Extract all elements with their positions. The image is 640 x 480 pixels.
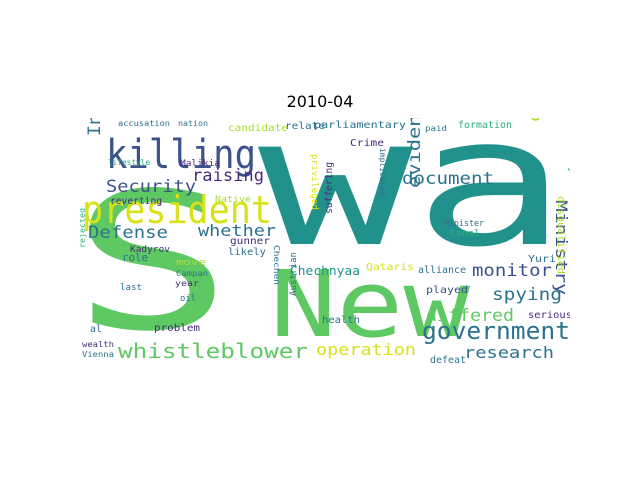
- cloud-word-parliamentary: parliamentary: [314, 120, 406, 131]
- cloud-word-crime: Crime: [350, 138, 384, 149]
- cloud-word-campan: Campan: [176, 269, 208, 278]
- cloud-word-indian: Indian: [85, 118, 105, 136]
- cloud-word-paid: paid: [425, 124, 447, 133]
- chart-title: 2010-04: [286, 92, 354, 111]
- cloud-word-year: year: [175, 279, 199, 288]
- cloud-word-minister: Minister: [444, 219, 485, 229]
- cloud-word-played: played: [426, 285, 468, 296]
- cloud-word-defeat: defeat: [430, 355, 466, 364]
- cloud-word-formation: formation: [458, 120, 512, 131]
- cloud-word-government: government: [422, 317, 570, 345]
- cloud-word-document: document: [402, 169, 494, 189]
- cloud-word-gunner: gunner: [230, 236, 270, 247]
- cloud-word-native: Native: [215, 195, 251, 205]
- cloud-word-disqualified: disqualified: [555, 196, 566, 274]
- cloud-word-reverting: reverting: [110, 196, 162, 207]
- cloud-word-canal: Canal: [450, 229, 480, 239]
- cloud-word-new: New: [270, 251, 471, 358]
- cloud-word-likely: likely: [228, 247, 266, 258]
- cloud-word-whistleblower: whistleblower: [118, 339, 308, 363]
- cloud-word-role: role: [122, 251, 148, 264]
- cloud-word-security: Security: [106, 177, 196, 197]
- cloud-word-suffering: suffering: [324, 162, 335, 214]
- cloud-word-qataris: Qataris: [366, 262, 414, 273]
- cloud-word-raising: raising: [192, 166, 264, 186]
- cloud-word-killing: killing: [106, 132, 256, 178]
- cloud-word-alliance: alliance: [418, 265, 466, 276]
- cloud-word-last: last: [120, 283, 142, 293]
- cloud-word-yuri: Yuri: [528, 254, 556, 265]
- cloud-word-rejected: rejected: [80, 208, 87, 248]
- cloud-word-lifestyle: lifestyle: [108, 158, 150, 167]
- cloud-word-evidence: evidence: [405, 118, 425, 188]
- cloud-word-nation: nation: [178, 119, 208, 128]
- cloud-word-wealth: wealth: [82, 340, 114, 349]
- cloud-word-privileged: privileged: [309, 154, 319, 210]
- cloud-word-spying: spying: [492, 285, 562, 305]
- cloud-word-austrian: Austrian: [289, 252, 299, 296]
- cloud-word-kadyrov: Kadyrov: [130, 245, 170, 255]
- cloud-word-chechen: Chechen: [272, 245, 281, 285]
- cloud-word-relate: relate: [285, 121, 325, 132]
- cloud-word-problem: problem: [154, 323, 200, 334]
- cloud-word-malikia: Malikia: [180, 159, 220, 169]
- cloud-word-health: health: [322, 315, 360, 326]
- cloud-word-operation: operation: [316, 340, 416, 359]
- cloud-word-ministry: Ministry: [552, 200, 570, 295]
- cloud-word-question: question: [525, 118, 544, 122]
- cloud-word-research: research: [464, 343, 554, 362]
- cloud-word-accusation: accusation: [118, 119, 170, 128]
- cloud-word-president: president: [82, 188, 272, 232]
- cloud-word-move: move: [176, 258, 206, 268]
- cloud-word-chechnyaa: Chechnyaa: [290, 264, 360, 278]
- cloud-word-al: al: [90, 324, 102, 335]
- cloud-word-differed: differed: [426, 306, 514, 326]
- cloud-word-wa: wa: [258, 118, 568, 286]
- cloud-word-defense: Defense: [88, 223, 168, 243]
- cloud-word-delay: delay: [567, 138, 570, 175]
- cloud-word-implicated: implicated: [378, 148, 387, 196]
- cloud-word-oil: oil: [180, 294, 196, 304]
- cloud-word-vienna: Vienna: [82, 350, 114, 359]
- cloud-word-whether: whether: [198, 221, 276, 240]
- cloud-word-s: S: [80, 152, 232, 364]
- cloud-word-monitor: monitor: [472, 261, 552, 281]
- cloud-word-serious: serious: [528, 310, 570, 321]
- cloud-word-candidate: candidate: [228, 123, 288, 134]
